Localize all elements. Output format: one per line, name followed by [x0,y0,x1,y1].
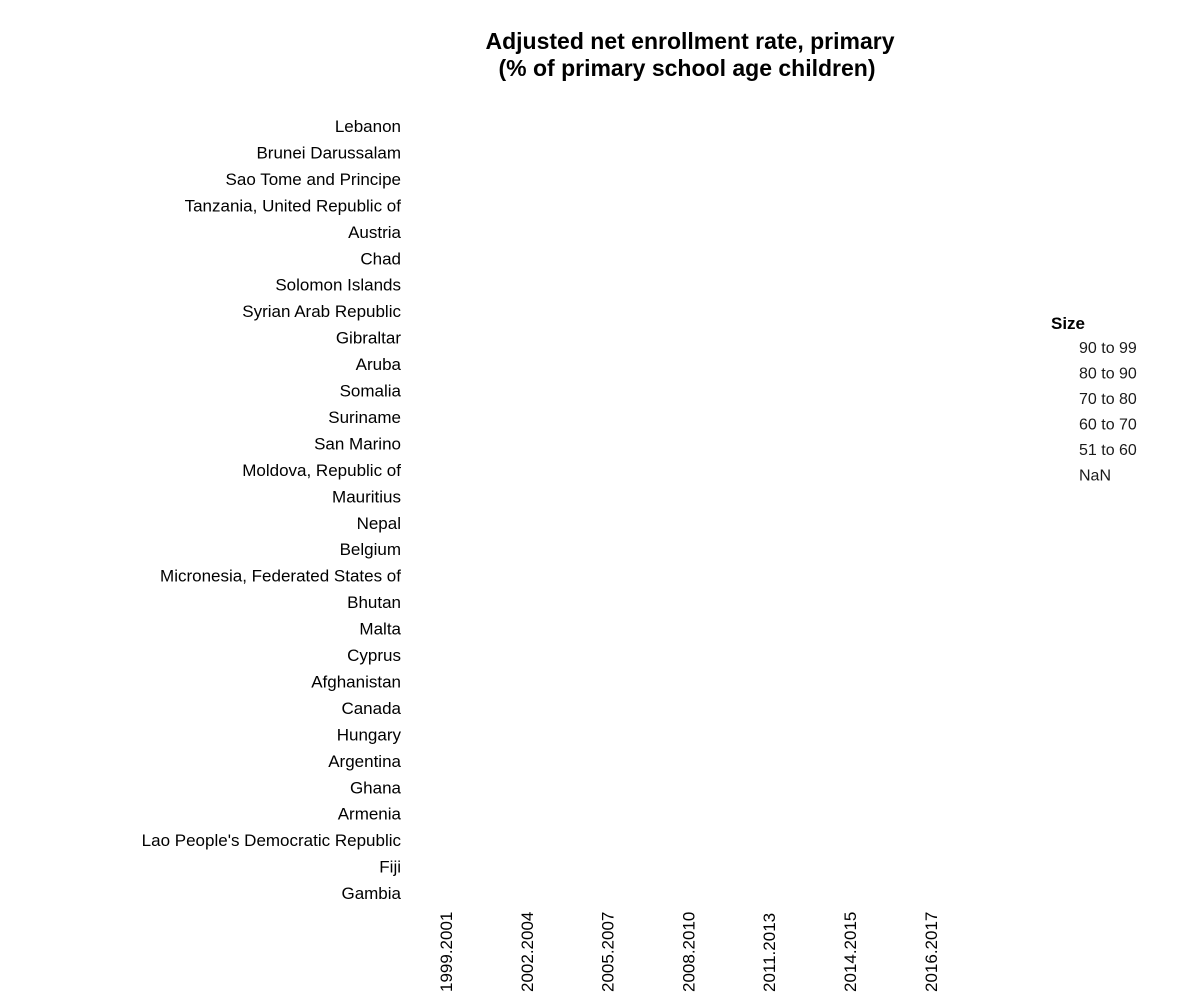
legend: Size 90 to 99 80 to 90 70 to 80 60 to 70 51 … [1051,314,1137,485]
y-tick-label: Gambia [341,884,401,903]
y-tick-label: Hungary [337,725,402,744]
y-tick-label: San Marino [314,434,401,453]
y-tick-label: Cyprus [347,646,401,665]
chart-title-line-2: (% of primary school age children) [498,55,875,81]
y-tick-label: Sao Tome and Principe [226,170,401,189]
y-tick-label: Malta [359,620,401,639]
y-tick-label: Austria [348,223,401,242]
legend-entries: 90 to 99 80 to 90 70 to 80 60 to 70 51 to 60… [1079,340,1137,485]
y-tick-label: Tanzania, United Republic of [185,196,402,215]
x-axis-labels: 1999.2001 2002.2004 2005.2007 2008.2010 2011… [437,912,941,992]
y-tick-label: Nepal [357,514,401,533]
legend-entry-label: 80 to 90 [1079,366,1137,383]
x-tick-label: 1999.2001 [437,912,456,992]
y-tick-label: Canada [341,699,401,718]
y-tick-label: Lao People's Democratic Republic [142,831,402,850]
y-tick-label: Aruba [356,355,402,374]
x-tick-label: 2016.2017 [922,912,941,992]
y-tick-label: Armenia [338,805,402,824]
legend-entry-label: 60 to 70 [1079,417,1137,434]
y-tick-label: Gibraltar [336,329,402,348]
y-tick-label: Somalia [340,382,402,401]
y-tick-label: Moldova, Republic of [242,461,401,480]
x-tick-label: 2005.2007 [599,912,618,992]
chart-title: Adjusted net enrollment rate, primary (%… [486,28,895,81]
y-tick-label: Belgium [340,540,401,559]
legend-entry-label: 51 to 60 [1079,442,1137,459]
y-tick-label: Afghanistan [311,672,401,691]
y-tick-label: Lebanon [335,117,401,136]
y-tick-label: Syrian Arab Republic [242,302,401,321]
legend-entry-label: NaN [1079,468,1111,485]
chart-title-line-1: Adjusted net enrollment rate, primary [486,28,895,54]
y-tick-label: Mauritius [332,487,401,506]
y-tick-label: Bhutan [347,593,401,612]
legend-entry-label: 90 to 99 [1079,340,1137,357]
y-tick-label: Micronesia, Federated States of [160,567,401,586]
x-tick-label: 2014.2015 [841,912,860,992]
y-tick-label: Argentina [328,752,401,771]
legend-entry-label: 70 to 80 [1079,391,1137,408]
y-tick-label: Suriname [328,408,401,427]
x-tick-label: 2002.2004 [518,912,537,992]
y-tick-label: Chad [360,249,401,268]
y-tick-label: Brunei Darussalam [256,143,401,162]
legend-title: Size [1051,314,1085,333]
x-tick-label: 2008.2010 [679,912,698,992]
y-tick-label: Solomon Islands [275,276,401,295]
x-tick-label: 2011.2013 [760,913,779,992]
y-tick-label: Ghana [350,778,402,797]
y-axis-labels: Lebanon Brunei Darussalam Sao Tome and Pri… [142,117,402,903]
y-tick-label: Fiji [379,858,401,877]
